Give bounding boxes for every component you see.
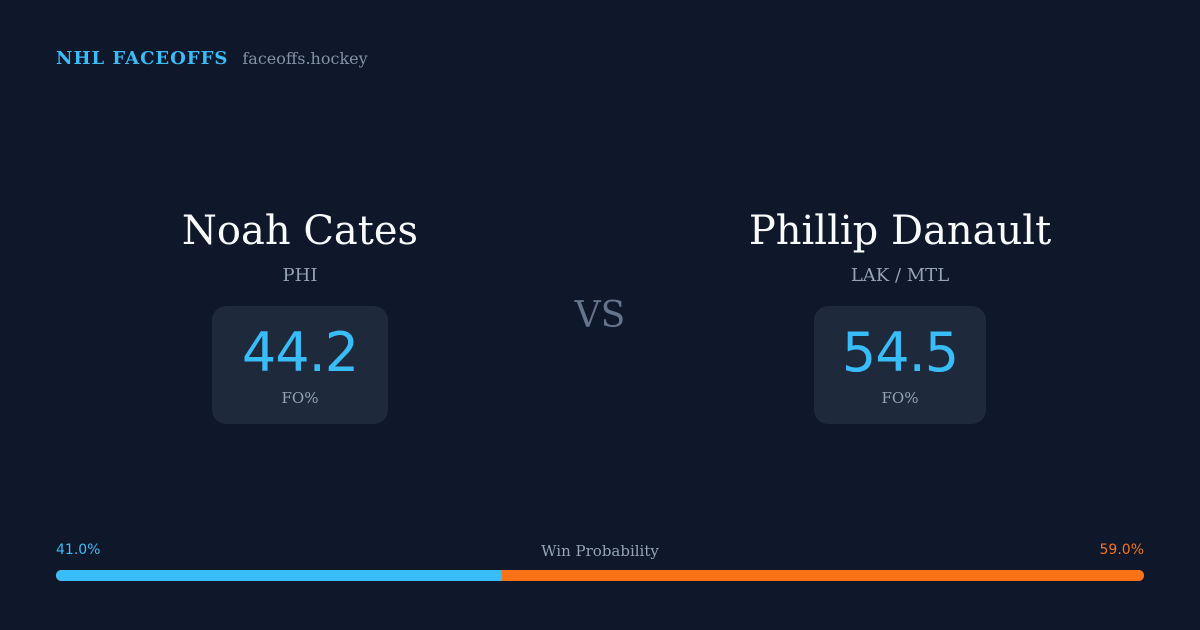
brand-title[interactable]: NHL FACEOFFS xyxy=(56,48,229,69)
win-probability-bar xyxy=(56,570,1144,581)
player-left-stat-box: 44.2 FO% xyxy=(212,306,388,424)
player-right-name: Phillip Danault xyxy=(748,208,1052,254)
versus-label: VS xyxy=(574,295,626,336)
header: NHL FACEOFFS faceoffs.hockey xyxy=(56,48,368,69)
win-probability-left-label: 41.0% xyxy=(56,542,101,558)
player-right-stat-box: 54.5 FO% xyxy=(814,306,986,424)
player-right-card: Phillip Danault LAK / MTL 54.5 FO% xyxy=(650,204,1150,424)
player-left-team: PHI xyxy=(282,265,318,286)
win-probability-labels: 41.0% Win Probability 59.0% xyxy=(56,542,1144,564)
player-left-name: Noah Cates xyxy=(181,208,419,254)
win-probability-right-fill xyxy=(502,570,1144,581)
win-probability-title: Win Probability xyxy=(541,542,659,560)
player-left-card: Noah Cates PHI 44.2 FO% xyxy=(50,204,550,424)
win-probability-right-label: 59.0% xyxy=(1099,542,1144,558)
player-left-fo-label: FO% xyxy=(281,389,319,407)
player-left-fo-value: 44.2 xyxy=(241,321,359,384)
win-probability-left-fill xyxy=(56,570,503,581)
player-right-fo-value: 54.5 xyxy=(841,321,959,384)
site-url[interactable]: faceoffs.hockey xyxy=(242,49,368,68)
player-right-team: LAK / MTL xyxy=(850,265,950,286)
player-right-fo-label: FO% xyxy=(881,389,919,407)
